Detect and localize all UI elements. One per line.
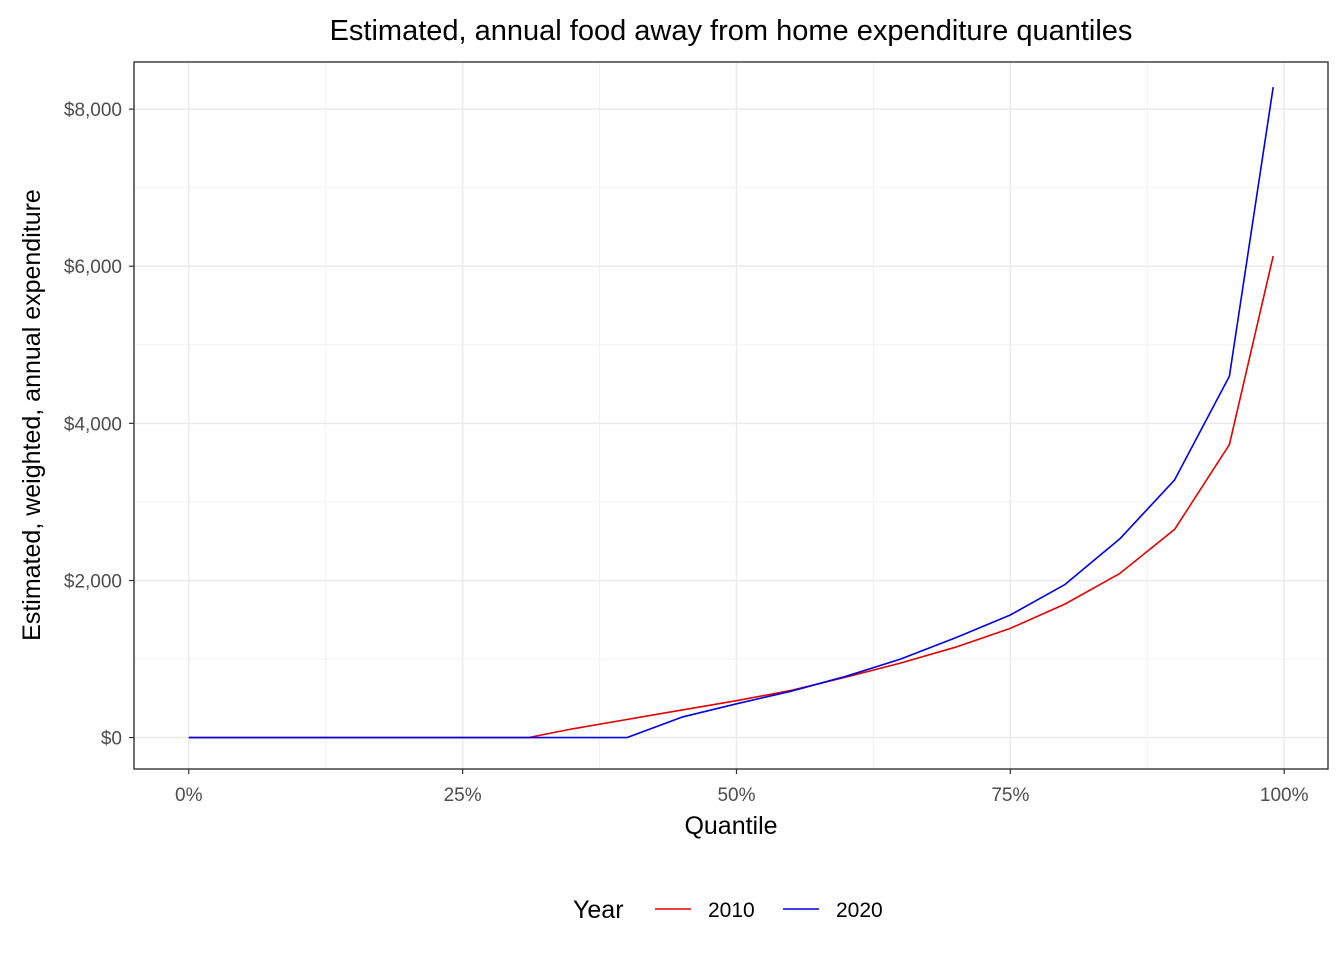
plot-panel-border <box>133 61 1329 770</box>
y-axis: $0 $2,000 $4,000 $6,000 $8,000 <box>64 100 134 750</box>
x-axis: 0% 25% 50% 75% 100% <box>175 769 1309 806</box>
x-tick-label: 0% <box>175 785 203 806</box>
x-tick-label: 50% <box>717 785 755 806</box>
legend-title: Year <box>573 896 624 924</box>
chart-title: Estimated, annual food away from home ex… <box>330 15 1133 47</box>
x-tick-label: 25% <box>444 785 482 806</box>
legend-label-2010: 2010 <box>708 899 755 922</box>
y-tick-label: $8,000 <box>64 100 122 121</box>
y-tick-label: $6,000 <box>64 257 122 278</box>
y-tick-label: $4,000 <box>64 414 122 435</box>
y-tick-label: $2,000 <box>64 571 122 592</box>
minor-gridlines <box>134 62 1328 769</box>
x-axis-title: Quantile <box>684 812 777 840</box>
major-gridlines <box>134 62 1328 769</box>
series-line-2020 <box>188 86 1274 739</box>
y-tick-label: $0 <box>101 729 122 750</box>
x-tick-label: 75% <box>991 785 1029 806</box>
x-tick-label: 100% <box>1260 785 1309 806</box>
legend-label-2020: 2020 <box>836 899 883 922</box>
series-line-2010 <box>188 255 1274 739</box>
series-lines <box>188 86 1274 739</box>
legend: Year 2010 2020 <box>573 896 883 924</box>
y-axis-title: Estimated, weighted, annual expenditure <box>18 189 46 641</box>
